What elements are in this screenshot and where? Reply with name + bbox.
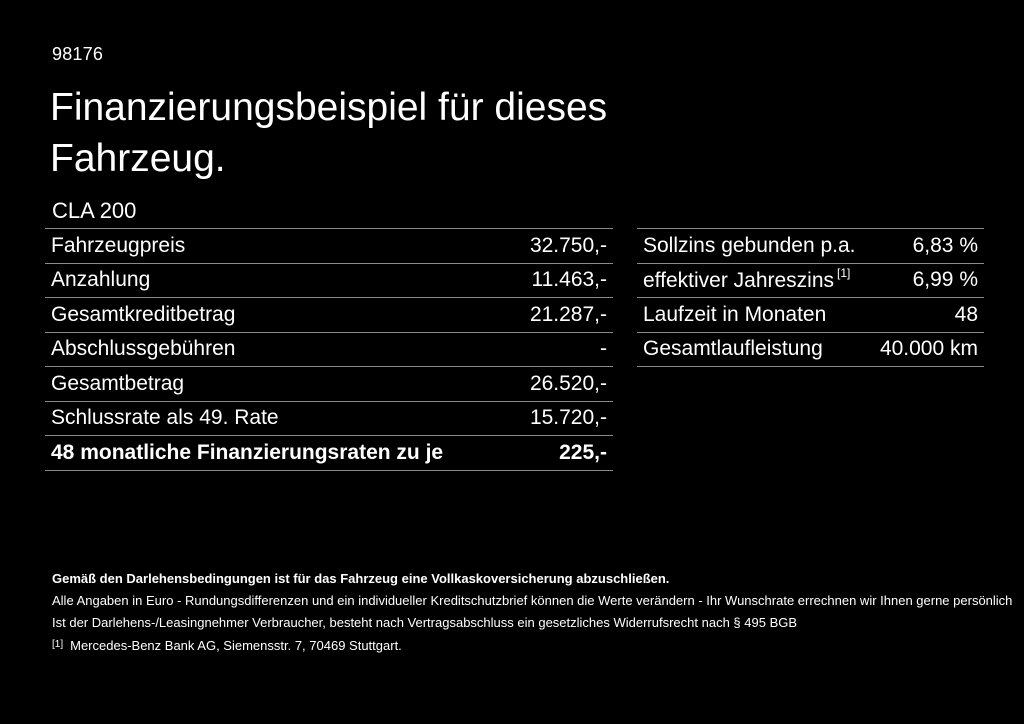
row-label: Schlussrate als 49. Rate [51,406,279,430]
row-label: Gesamtkreditbetrag [51,302,236,326]
table-row-fahrzeugpreis: Fahrzeugpreis 32.750,- [45,228,613,263]
row-label: Abschlussgebühren [51,337,236,361]
footnote-text: Mercedes-Benz Bank AG, Siemensstr. 7, 70… [70,638,402,653]
financing-table: Fahrzeugpreis 32.750,- Anzahlung 11.463,… [45,228,613,471]
table-row-gesamtkreditbetrag: Gesamtkreditbetrag 21.287,- [45,297,613,332]
row-value: 21.287,- [529,302,607,326]
row-value: 6,99 % [912,268,978,292]
row-value: 48 [954,302,978,326]
table-row-effektiver-jahreszins: effektiver Jahreszins [1] 6,99 % [637,262,984,298]
insurance-note: Gemäß den Darlehensbedingungen ist für d… [52,571,670,586]
row-label: Fahrzeugpreis [51,233,186,257]
disclaimer-line: Alle Angaben in Euro - Rundungsdifferenz… [52,593,1013,608]
row-label: Gesamtlaufleistung [643,337,823,361]
row-value: 32.750,- [529,233,607,257]
page-title: Finanzierungsbeispiel für dieses Fahrzeu… [50,86,608,180]
footnote-marker: [1] [52,639,64,650]
table-row-abschlussgebuehren: Abschlussgebühren - [45,331,613,367]
vehicle-model: CLA 200 [52,198,137,223]
row-label: Gesamtbetrag [51,371,185,395]
table-row-gesamtbetrag: Gesamtbetrag 26.520,- [45,366,613,401]
row-value: 26.520,- [529,371,607,395]
row-value: 6,83 % [912,233,978,257]
withdrawal-right-line: Ist der Darlehens-/Leasingnehmer Verbrau… [52,615,798,630]
reference-number: 98176 [52,44,104,64]
table-row-laufzeit: Laufzeit in Monaten 48 [637,297,984,332]
row-value: 225,- [559,440,607,464]
row-value: 15.720,- [529,406,607,430]
table-row-sollzins: Sollzins gebunden p.a. 6,83 % [637,228,984,263]
footnote-ref-marker: [1] [837,265,851,280]
row-label: Anzahlung [51,268,151,292]
table-row-monatsrate: 48 monatliche Finanzierungsraten zu je 2… [45,435,613,470]
table-row-schlussrate: Schlussrate als 49. Rate 15.720,- [45,400,613,436]
row-label-text: effektiver Jahreszins [643,268,835,292]
conditions-table: Sollzins gebunden p.a. 6,83 % effektiver… [637,228,984,367]
legal-footer: Gemäß den Darlehensbedingungen ist für d… [52,568,1013,659]
row-label: 48 monatliche Finanzierungsraten zu je [51,440,444,464]
table-row-anzahlung: Anzahlung 11.463,- [45,262,613,298]
row-label: Sollzins gebunden p.a. [643,233,856,257]
row-value: - [600,337,607,361]
table-row-gesamtlaufleistung: Gesamtlaufleistung 40.000 km [637,331,984,367]
row-label: effektiver Jahreszins [1] [643,265,851,293]
bank-footnote: [1] Mercedes-Benz Bank AG, Siemensstr. 7,… [52,635,1004,659]
row-value: 40.000 km [879,337,978,361]
row-label: Laufzeit in Monaten [643,302,827,326]
row-value: 11.463,- [531,268,608,292]
